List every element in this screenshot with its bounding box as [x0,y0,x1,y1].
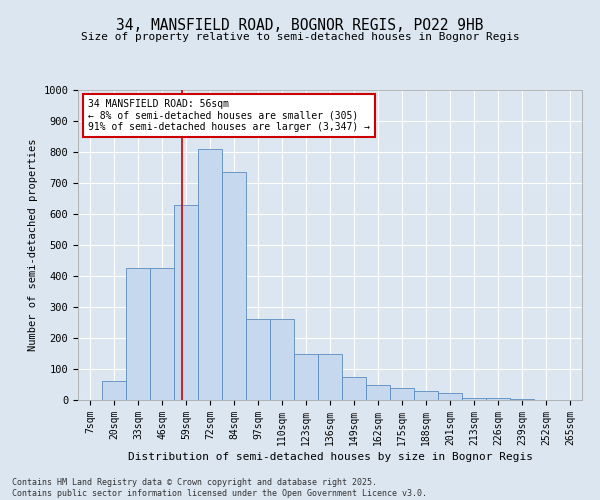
Text: Contains HM Land Registry data © Crown copyright and database right 2025.
Contai: Contains HM Land Registry data © Crown c… [12,478,427,498]
Bar [510,399,534,400]
Bar [342,377,366,400]
Bar [198,149,222,400]
Y-axis label: Number of semi-detached properties: Number of semi-detached properties [28,138,38,351]
Bar [246,320,270,400]
Bar [462,398,486,400]
Bar [318,354,342,400]
Bar [294,354,318,400]
Bar [270,320,294,400]
Bar [390,388,414,400]
Bar [438,393,462,400]
Text: Size of property relative to semi-detached houses in Bognor Regis: Size of property relative to semi-detach… [80,32,520,42]
Text: 34 MANSFIELD ROAD: 56sqm
← 8% of semi-detached houses are smaller (305)
91% of s: 34 MANSFIELD ROAD: 56sqm ← 8% of semi-de… [88,100,370,132]
Bar [126,268,150,400]
Bar [174,204,198,400]
Bar [102,381,126,400]
Bar [366,384,390,400]
Text: 34, MANSFIELD ROAD, BOGNOR REGIS, PO22 9HB: 34, MANSFIELD ROAD, BOGNOR REGIS, PO22 9… [116,18,484,32]
Bar [486,398,510,400]
Bar [414,390,438,400]
X-axis label: Distribution of semi-detached houses by size in Bognor Regis: Distribution of semi-detached houses by … [128,452,533,462]
Bar [222,172,246,400]
Bar [150,268,174,400]
